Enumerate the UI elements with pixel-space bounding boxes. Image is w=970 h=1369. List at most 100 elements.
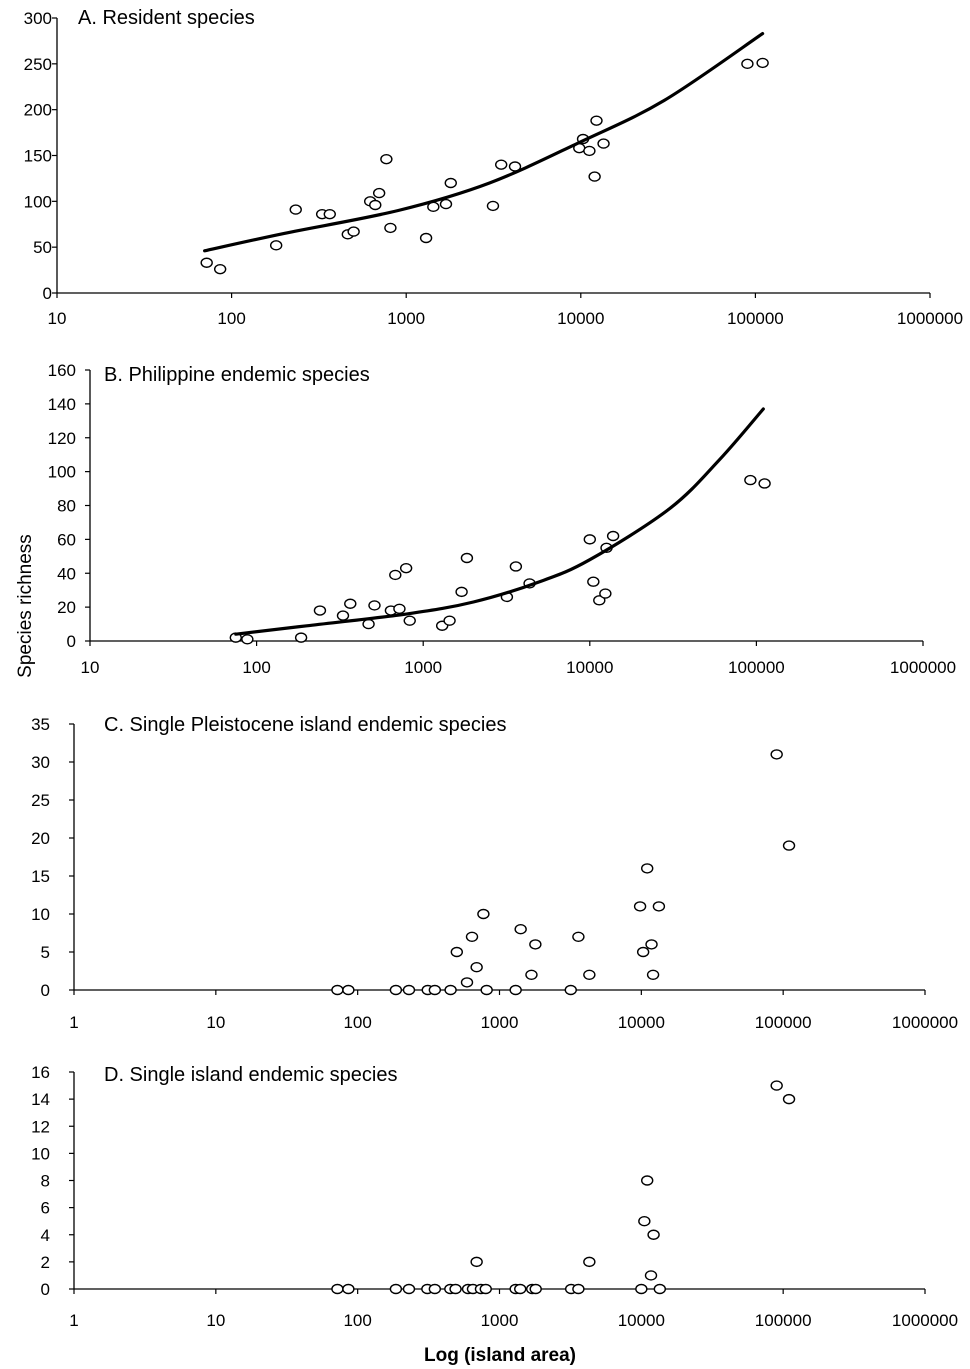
- data-point-a: [380, 153, 393, 165]
- fit-curve-a: [203, 32, 765, 253]
- data-point-c: [652, 901, 666, 912]
- data-point-b: [393, 603, 406, 615]
- data-point-c: [480, 984, 493, 996]
- x-tick-label-a: 10: [48, 309, 67, 328]
- data-point-c: [633, 901, 647, 912]
- data-point-d: [331, 1283, 344, 1295]
- panel-title-b: B. Philippine endemic species: [104, 364, 370, 386]
- data-point-b: [399, 562, 413, 574]
- data-point-a: [741, 58, 754, 70]
- y-tick-label-d: 8: [41, 1172, 50, 1191]
- y-tick-label-d: 12: [31, 1117, 50, 1136]
- fit-curve-b: [234, 407, 765, 636]
- data-point-c: [428, 984, 442, 996]
- data-point-c: [782, 840, 796, 851]
- y-tick-label-c: 25: [31, 791, 50, 810]
- panel-c: 0 5 10 15 20 25 30 35 1 10 100 1000 10000 100000 10000…: [31, 714, 958, 1032]
- x-tick-label-d: 100000: [755, 1311, 812, 1330]
- data-point-c: [389, 984, 403, 996]
- x-tick-label-d: 10: [206, 1311, 225, 1330]
- data-point-c: [564, 984, 577, 996]
- data-point-c: [465, 931, 479, 942]
- data-point-b: [389, 569, 402, 581]
- data-point-c: [525, 969, 538, 980]
- data-point-c: [641, 863, 654, 874]
- x-tick-label-c: 10: [206, 1013, 225, 1032]
- data-point-b: [294, 632, 308, 643]
- panel-a: 0 50 100 150 200 250 300 10 100 1000 10000 100000 10…: [24, 7, 963, 328]
- data-point-a: [269, 240, 283, 251]
- y-axis-label: Species richness: [15, 534, 36, 678]
- data-point-c: [514, 924, 527, 935]
- y-tick-label-a: 100: [24, 192, 52, 211]
- y-tick-label-b: 120: [48, 429, 76, 448]
- x-tick-label-d: 1000000: [892, 1311, 958, 1330]
- data-point-c: [509, 984, 522, 996]
- data-point-b: [403, 615, 416, 626]
- data-point-d: [449, 1283, 462, 1295]
- data-point-a: [347, 226, 360, 237]
- y-tick-label-a: 300: [24, 9, 52, 28]
- data-point-a: [756, 57, 769, 69]
- x-tick-label-c: 1: [69, 1013, 78, 1032]
- data-point-d: [572, 1283, 585, 1295]
- data-point-a: [372, 187, 386, 199]
- y-tick-label-d: 4: [41, 1226, 50, 1245]
- data-point-c: [636, 946, 650, 958]
- data-point-c: [770, 749, 783, 760]
- x-tick-label-b: 1000000: [890, 658, 956, 677]
- data-point-c: [402, 984, 416, 996]
- data-point-a: [384, 222, 397, 234]
- data-point-b: [455, 586, 468, 598]
- x-tick-label-c: 1000000: [892, 1013, 958, 1032]
- data-point-d: [529, 1283, 542, 1295]
- x-tick-label-a: 10000: [557, 309, 604, 328]
- data-point-c: [572, 931, 585, 942]
- data-point-b: [583, 534, 596, 545]
- data-point-c: [529, 939, 542, 950]
- data-point-d: [638, 1215, 651, 1227]
- data-point-d: [402, 1283, 416, 1295]
- x-tick-label-b: 100000: [728, 658, 785, 677]
- x-tick-label-d: 10000: [618, 1311, 665, 1330]
- data-point-d: [342, 1283, 355, 1295]
- data-point-b: [606, 530, 620, 542]
- y-tick-label-c: 30: [31, 753, 50, 772]
- x-tick-label-b: 1000: [404, 658, 442, 677]
- y-tick-label-c: 35: [31, 715, 50, 734]
- data-point-b: [744, 474, 757, 486]
- y-tick-label-d: 6: [41, 1199, 50, 1218]
- data-point-b: [443, 615, 456, 626]
- y-tick-label-b: 80: [57, 497, 76, 516]
- x-tick-label-c: 1000: [481, 1013, 519, 1032]
- y-tick-label-d: 10: [31, 1144, 50, 1163]
- y-tick-label-c: 20: [31, 829, 50, 848]
- y-tick-label-a: 250: [24, 55, 52, 74]
- y-tick-label-a: 150: [24, 147, 52, 166]
- x-tick-label-b: 100: [242, 658, 270, 677]
- data-point-b: [368, 600, 381, 611]
- data-point-d: [647, 1229, 660, 1240]
- data-point-b: [758, 478, 771, 489]
- x-tick-label-b: 10000: [566, 658, 613, 677]
- data-point-c: [583, 969, 596, 980]
- data-point-d: [389, 1283, 403, 1295]
- data-point-c: [477, 908, 490, 920]
- y-tick-label-b: 0: [67, 632, 76, 651]
- data-point-a: [583, 145, 596, 157]
- panel-title-d: D. Single island endemic species: [104, 1064, 398, 1086]
- data-point-d: [479, 1283, 492, 1295]
- x-tick-label-a: 100000: [727, 309, 784, 328]
- y-tick-label-b: 160: [48, 361, 76, 380]
- data-point-a: [444, 177, 457, 189]
- data-point-b: [336, 610, 350, 621]
- x-axis-label: Log (island area): [424, 1345, 576, 1366]
- data-point-a: [439, 198, 453, 210]
- data-point-d: [583, 1256, 596, 1268]
- data-point-a: [369, 199, 382, 211]
- data-point-a: [590, 115, 603, 126]
- data-point-d: [514, 1283, 527, 1295]
- x-tick-label-c: 10000: [618, 1013, 665, 1032]
- y-tick-label-d: 16: [31, 1063, 50, 1082]
